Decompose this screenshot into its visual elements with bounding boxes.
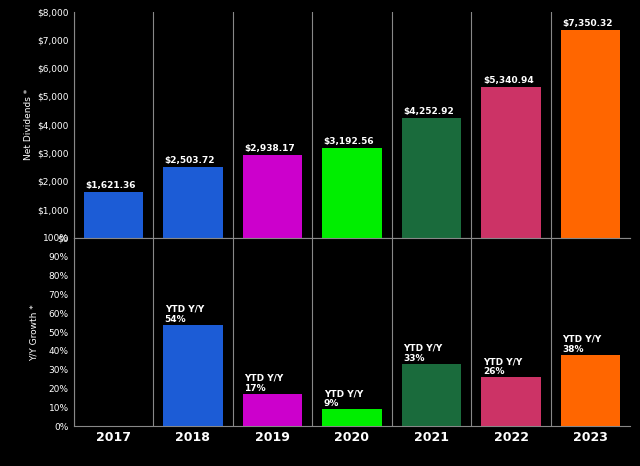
Text: $3,192.56: $3,192.56 (324, 137, 374, 146)
Text: $1,621.36: $1,621.36 (85, 181, 136, 190)
Bar (163, 167, 223, 238)
Bar (402, 364, 461, 426)
Text: YTD Y/Y
17%: YTD Y/Y 17% (244, 374, 284, 393)
Bar (481, 377, 541, 426)
Text: $7,350.32: $7,350.32 (563, 19, 613, 28)
Text: YTD Y/Y
9%: YTD Y/Y 9% (324, 389, 363, 409)
Text: $2,503.72: $2,503.72 (164, 157, 215, 165)
Bar (322, 148, 382, 238)
Text: YTD Y/Y
26%: YTD Y/Y 26% (483, 357, 522, 377)
Bar (481, 87, 541, 238)
Text: $5,340.94: $5,340.94 (483, 76, 534, 85)
Bar (402, 117, 461, 238)
Text: $4,252.92: $4,252.92 (403, 107, 454, 116)
Y-axis label: Net Dividends *: Net Dividends * (24, 89, 33, 160)
Bar (561, 355, 620, 426)
Bar (561, 30, 620, 238)
Text: YTD Y/Y
38%: YTD Y/Y 38% (563, 335, 602, 354)
Text: YTD Y/Y
54%: YTD Y/Y 54% (164, 304, 204, 324)
Y-axis label: Y/Y Growth *: Y/Y Growth * (29, 304, 38, 361)
Text: YTD Y/Y
33%: YTD Y/Y 33% (403, 344, 442, 363)
Bar (84, 192, 143, 238)
Bar (163, 325, 223, 426)
Bar (322, 410, 382, 426)
Text: $2,938.17: $2,938.17 (244, 144, 295, 153)
Bar (243, 394, 302, 426)
Bar (243, 155, 302, 238)
